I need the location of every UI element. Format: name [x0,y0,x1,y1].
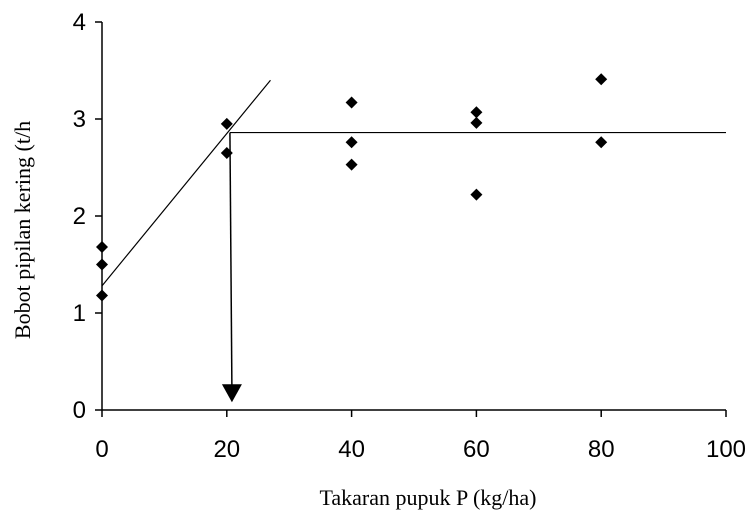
axes [95,21,727,417]
critical-arrow-head [221,384,242,403]
y-axis-title: Bobot pipilan kering (t/h [10,121,35,339]
y-tick-label: 0 [73,397,86,424]
y-tick-label: 2 [73,203,86,230]
y-tick-label: 4 [73,9,86,36]
x-tick-label: 100 [706,436,746,463]
y-tick-label: 3 [73,106,86,133]
x-tick-label: 0 [95,436,108,463]
x-tick-label: 20 [213,436,240,463]
data-point [96,241,108,254]
y-tick-label: 1 [73,300,86,327]
linear-fit-line [101,79,271,287]
x-axis-title: Takaran pupuk P (kg/ha) [320,485,537,510]
x-tick-label: 40 [338,436,365,463]
x-tick-label: 80 [588,436,615,463]
data-points [96,73,608,302]
data-point [470,188,483,201]
data-point [96,289,108,302]
data-point [220,117,233,130]
x-tick-label: 60 [463,436,490,463]
data-point [595,73,608,86]
data-point [96,258,108,271]
fit-lines [101,79,726,403]
data-point [470,116,483,129]
data-point [595,136,608,149]
data-point [345,136,358,149]
data-point [345,158,358,171]
critical-arrow-shaft [229,132,233,391]
data-point [220,146,233,159]
data-point [470,106,483,119]
data-point [345,96,358,109]
